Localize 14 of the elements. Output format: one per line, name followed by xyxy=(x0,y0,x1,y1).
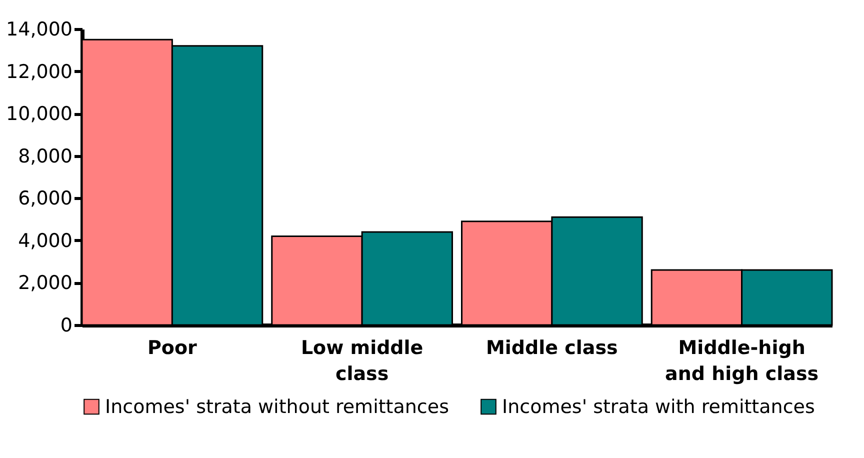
x-tick-label: Middle class xyxy=(486,337,618,359)
y-tick-label: 8,000 xyxy=(18,145,72,168)
y-tick-label: 10,000 xyxy=(6,103,72,126)
y-tick-label: 4,000 xyxy=(18,230,72,252)
y-tick-label: 14,000 xyxy=(6,18,72,40)
y-tick-label: 6,000 xyxy=(18,188,72,210)
legend-label: Incomes' strata with remittances xyxy=(502,396,815,418)
y-tick-label: 12,000 xyxy=(6,60,72,83)
legend-label: Incomes' strata without remittances xyxy=(105,396,449,418)
x-tick-label: Poor xyxy=(147,337,198,359)
y-tick-label: 0 xyxy=(60,314,72,336)
y-tick-label: 2,000 xyxy=(18,272,72,294)
x-tick-label: Low middle class xyxy=(300,337,424,385)
x-tick-label: Middle-high and high class xyxy=(665,337,819,385)
